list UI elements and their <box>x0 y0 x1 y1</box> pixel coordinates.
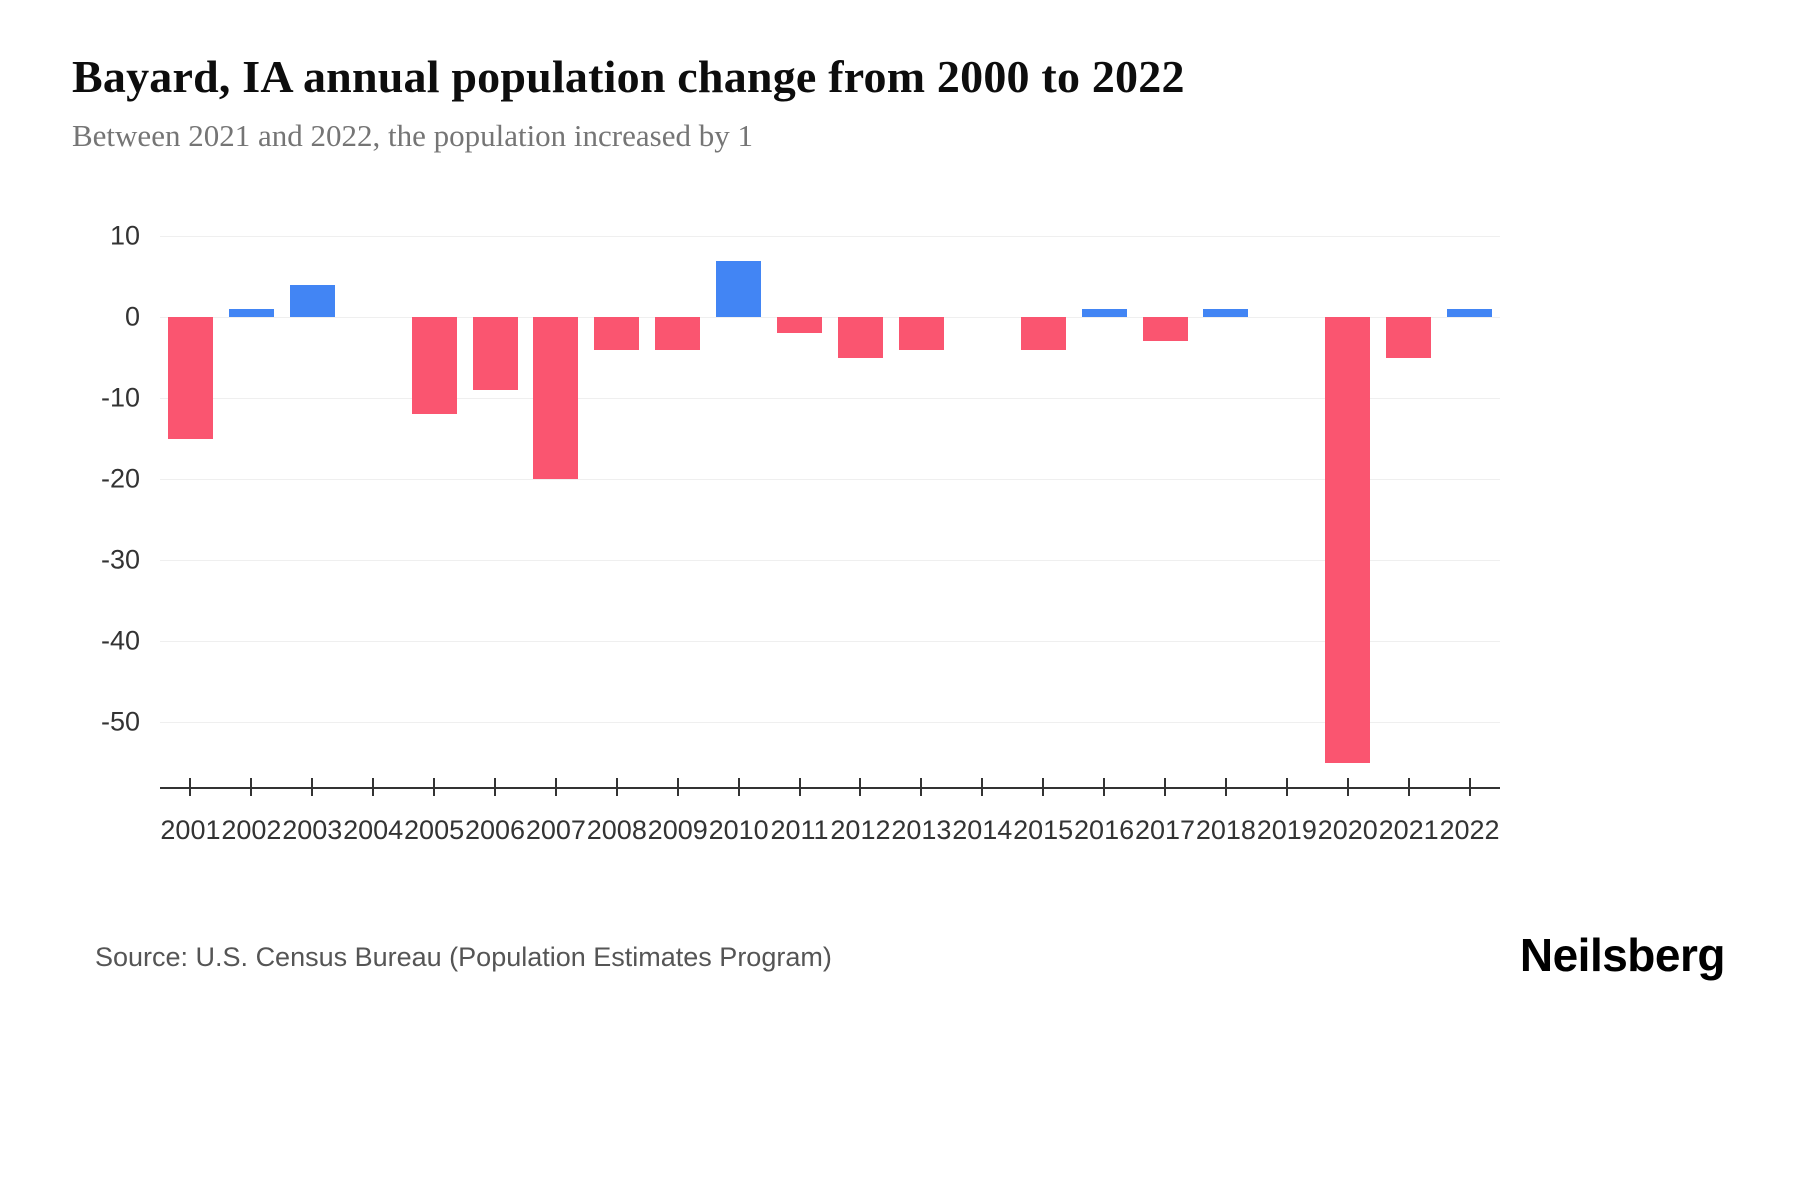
gridline <box>160 317 1500 319</box>
bar-2016[interactable] <box>1082 309 1127 318</box>
bar-2009[interactable] <box>655 317 700 350</box>
x-axis-label: 2017 <box>1134 815 1196 845</box>
x-axis-line <box>160 787 1500 789</box>
x-axis-label: 2012 <box>830 815 891 845</box>
x-axis-tick <box>1408 778 1410 796</box>
x-axis-label: 2008 <box>586 815 647 845</box>
x-axis-tick <box>1347 778 1349 796</box>
bar-2022[interactable] <box>1447 309 1492 318</box>
bar-2006[interactable] <box>473 317 518 391</box>
x-axis-tick <box>1225 778 1227 796</box>
x-axis-label: 2006 <box>464 815 526 845</box>
y-axis-label: -40 <box>100 625 140 656</box>
gridline <box>160 560 1500 562</box>
y-axis-label: 10 <box>109 220 140 251</box>
x-axis-label: 2018 <box>1195 815 1256 845</box>
x-axis-label: 2013 <box>891 815 952 845</box>
x-axis-tick <box>189 778 191 796</box>
y-axis-label: -10 <box>100 382 140 413</box>
bar-2002[interactable] <box>229 309 274 318</box>
x-axis-tick <box>311 778 313 796</box>
x-axis-label: 2001 <box>160 815 221 845</box>
x-axis-tick <box>1469 778 1471 796</box>
x-axis-tick <box>1103 778 1105 796</box>
bar-2003[interactable] <box>290 284 335 318</box>
bar-2011[interactable] <box>777 317 822 334</box>
bar-2010[interactable] <box>716 260 761 318</box>
x-axis-tick <box>1164 778 1166 796</box>
x-axis-tick <box>1042 778 1044 796</box>
bar-2012[interactable] <box>838 317 883 358</box>
chart-title: Bayard, IA annual population change from… <box>72 51 1185 102</box>
x-axis-label: 2020 <box>1317 815 1378 845</box>
x-axis-tick <box>372 778 374 796</box>
source-text: Source: U.S. Census Bureau (Population E… <box>95 942 832 972</box>
bar-2018[interactable] <box>1203 309 1248 318</box>
x-axis-label: 2003 <box>282 815 343 845</box>
bar-2017[interactable] <box>1143 317 1188 342</box>
x-axis-label: 2011 <box>770 815 829 845</box>
y-axis-label: -20 <box>100 463 140 494</box>
gridline <box>160 479 1500 481</box>
y-axis-label: -50 <box>100 706 140 737</box>
bar-2020[interactable] <box>1325 317 1370 763</box>
bar-2008[interactable] <box>594 317 639 350</box>
x-axis-tick <box>1286 778 1288 796</box>
bar-2005[interactable] <box>412 317 457 415</box>
brand-logo: Neilsberg <box>1519 929 1726 981</box>
gridline <box>160 236 1500 238</box>
x-axis-tick <box>616 778 618 796</box>
gridline <box>160 722 1500 724</box>
x-axis-label: 2002 <box>221 815 282 845</box>
y-axis-label: -30 <box>100 544 140 575</box>
x-axis-label: 2022 <box>1439 815 1500 845</box>
x-axis-label: 2005 <box>404 815 465 845</box>
x-axis-tick <box>494 778 496 796</box>
x-axis-tick <box>859 778 861 796</box>
x-axis-label: 2007 <box>525 815 586 845</box>
x-axis-tick <box>738 778 740 796</box>
x-axis-tick <box>250 778 252 796</box>
x-axis-label: 2019 <box>1256 815 1317 845</box>
y-axis-label: 0 <box>124 301 140 332</box>
x-axis-tick <box>799 778 801 796</box>
bar-2015[interactable] <box>1021 317 1066 350</box>
chart-subtitle: Between 2021 and 2022, the population in… <box>72 118 753 153</box>
x-axis-label: 2014 <box>952 815 1013 845</box>
x-axis-tick <box>981 778 983 796</box>
gridline <box>160 641 1500 643</box>
x-axis-tick <box>920 778 922 796</box>
x-axis-tick <box>433 778 435 796</box>
bar-chart-plot-area: 10 0 -10 -20 -30 -40 -50 2001 2002 2003 2004 2005 20… <box>101 220 1500 845</box>
x-axis-tick <box>677 778 679 796</box>
gridline <box>160 398 1500 400</box>
x-axis-label: 2009 <box>647 815 708 845</box>
x-axis-label: 2021 <box>1378 815 1439 845</box>
bar-2021[interactable] <box>1386 317 1431 358</box>
x-axis-label: 2004 <box>343 815 404 845</box>
bar-2007[interactable] <box>533 317 578 480</box>
bar-2001[interactable] <box>168 317 213 439</box>
x-axis-label: 2010 <box>708 815 769 845</box>
x-axis-label: 2015 <box>1013 815 1074 845</box>
bar-2013[interactable] <box>899 317 944 350</box>
x-axis-label: 2016 <box>1074 815 1135 845</box>
x-axis-tick <box>555 778 557 796</box>
